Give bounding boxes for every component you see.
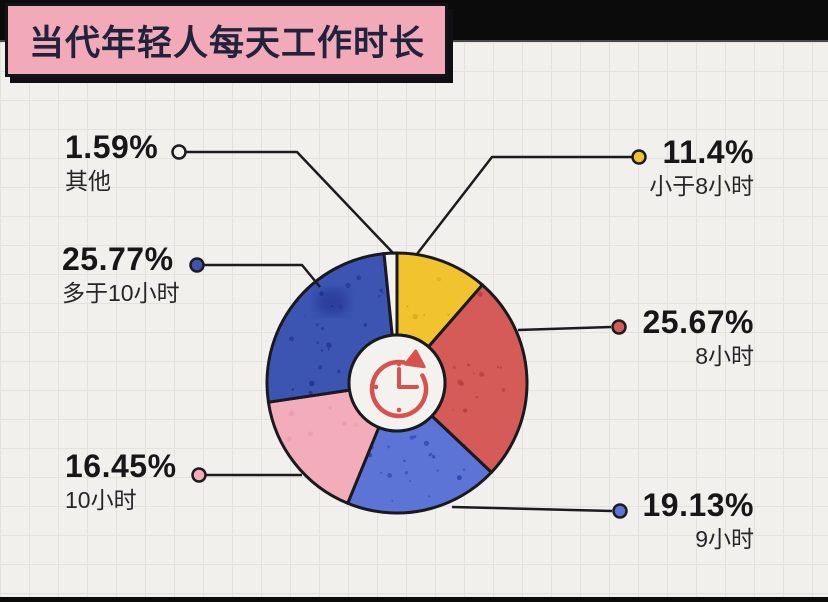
callout-9h: 19.13% 9小时 (642, 489, 754, 551)
leader-line-5 (186, 150, 395, 255)
callout-category: 10小时 (65, 487, 137, 513)
texture-speckles (286, 406, 358, 442)
callout-8h: 25.67% 8小时 (642, 306, 754, 368)
leader-dot-3 (191, 467, 207, 483)
callout-percent: 25.67% (642, 304, 754, 340)
leader-line-4 (204, 263, 321, 288)
callout-category: 其他 (65, 168, 111, 194)
leader-dot-0 (631, 149, 647, 165)
title-banner: 当代年轻人每天工作时长 (5, 3, 448, 77)
leader-dot-1 (611, 319, 627, 335)
callout-category: 9小时 (695, 526, 754, 552)
texture-speckles (445, 291, 506, 446)
callout-10h: 16.45% 10小时 (65, 450, 177, 512)
callout-percent: 25.77% (62, 241, 174, 277)
leader-dot-2 (612, 503, 628, 519)
callout-percent: 11.4% (662, 134, 754, 170)
clock-refresh-icon (369, 349, 429, 419)
leader-dot-4 (189, 257, 205, 273)
callout-percent: 16.45% (65, 448, 177, 484)
callout-more-than-10h: 25.77% 多于10小时 (62, 243, 180, 305)
callout-category: 多于10小时 (62, 280, 180, 306)
callout-percent: 19.13% (642, 487, 754, 523)
page-title: 当代年轻人每天工作时长 (29, 23, 426, 63)
texture-speckles (367, 435, 466, 502)
callout-percent: 1.59% (65, 129, 159, 165)
callout-other: 1.59% 其他 (65, 131, 158, 193)
leader-line-1 (517, 325, 612, 332)
photo-edge (0, 597, 828, 602)
leader-dot-5 (171, 144, 187, 160)
texture-speckles (288, 275, 384, 395)
leader-line-2 (451, 505, 613, 513)
leader-line-0 (416, 155, 632, 255)
callout-less-than-8h: 11.4% 小于8小时 (649, 136, 754, 198)
callout-category: 8小时 (695, 343, 754, 369)
callout-category: 小于8小时 (649, 173, 754, 199)
